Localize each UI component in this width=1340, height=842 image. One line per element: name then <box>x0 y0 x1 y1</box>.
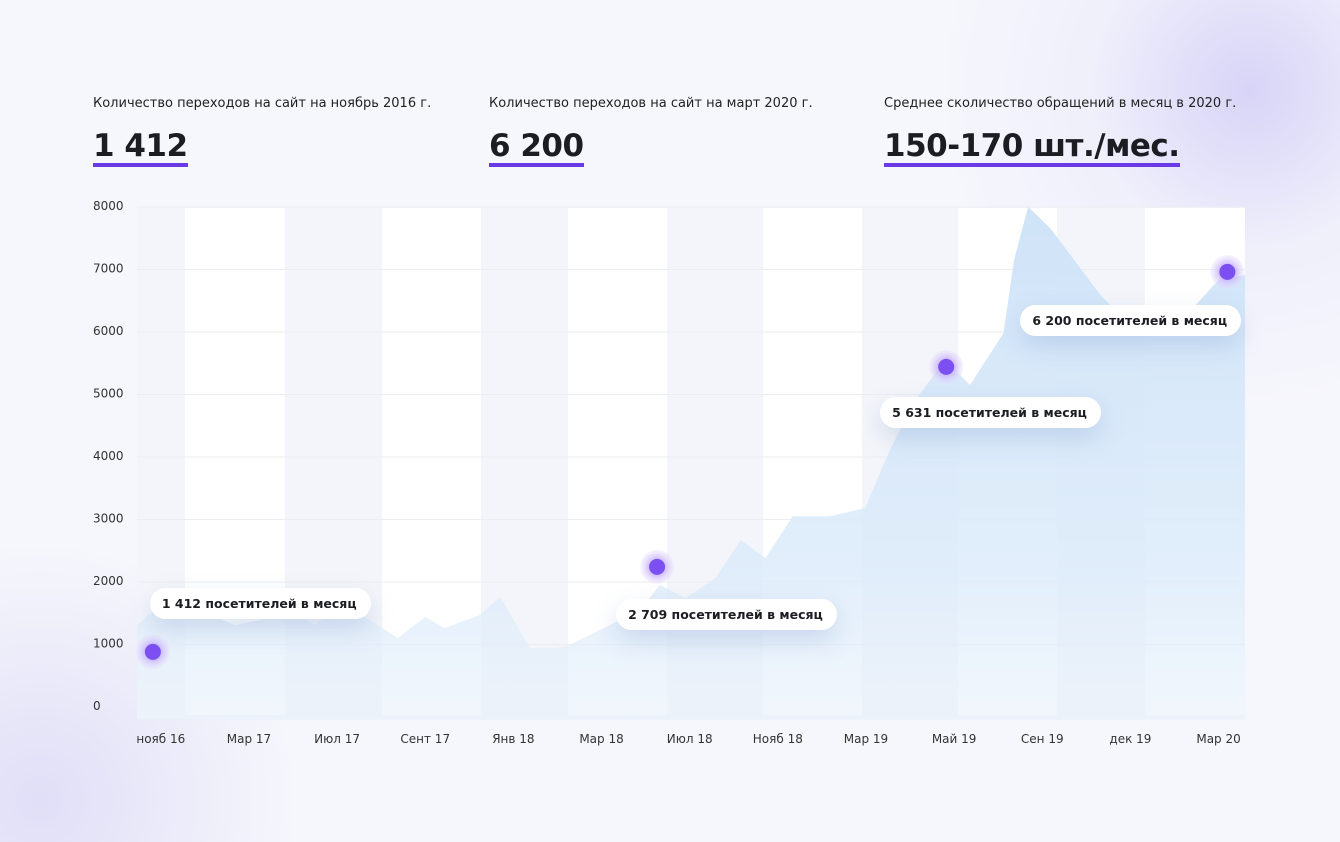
y-tick-label: 1000 <box>93 637 124 651</box>
stat-value: 6 200 <box>489 129 584 167</box>
data-point <box>649 558 666 575</box>
stat-requests-2020: Среднее сколичество обращений в месяц в … <box>884 96 1236 167</box>
y-tick-label: 5000 <box>93 387 124 401</box>
data-label: 2 709 посетителей в месяц <box>616 598 837 630</box>
stat-value: 150-170 шт./мес. <box>884 129 1180 167</box>
y-tick-label: 8000 <box>93 199 124 213</box>
data-point <box>1219 263 1236 280</box>
stat-caption: Количество переходов на сайт на ноябрь 2… <box>93 96 432 111</box>
y-tick-label: 3000 <box>93 512 124 526</box>
x-tick-label: нояб 16 <box>136 732 185 746</box>
stat-value: 1 412 <box>93 129 188 167</box>
x-tick-label: Мар 17 <box>227 732 271 746</box>
x-tick-label: Нояб 18 <box>753 732 803 746</box>
data-label: 5 631 посетителей в месяц <box>880 396 1101 428</box>
data-label: 6 200 посетителей в месяц <box>1020 304 1242 336</box>
x-tick-label: Июл 18 <box>667 732 713 746</box>
data-point <box>938 358 955 375</box>
x-tick-label: дек 19 <box>1109 732 1151 746</box>
stat-mar-2020: Количество переходов на сайт на март 202… <box>489 96 813 167</box>
x-tick-label: Мар 20 <box>1196 732 1240 746</box>
x-tick-label: Сен 19 <box>1021 732 1064 746</box>
x-tick-label: Мар 18 <box>579 732 623 746</box>
x-tick-label: Май 19 <box>932 732 977 746</box>
x-tick-label: Сент 17 <box>400 732 450 746</box>
stat-caption: Среднее сколичество обращений в месяц в … <box>884 96 1237 111</box>
stat-nov-2016: Количество переходов на сайт на ноябрь 2… <box>93 96 431 167</box>
x-tick-label: Июл 17 <box>314 732 360 746</box>
data-point <box>144 643 161 660</box>
x-tick-label: Янв 18 <box>492 732 534 746</box>
y-tick-label: 0 <box>93 699 101 713</box>
stat-caption: Количество переходов на сайт на март 202… <box>489 96 813 111</box>
x-tick-label: Мар 19 <box>844 732 888 746</box>
visitors-area <box>137 206 1245 720</box>
y-tick-label: 4000 <box>93 449 124 463</box>
y-tick-label: 7000 <box>93 262 124 276</box>
y-tick-label: 6000 <box>93 324 124 338</box>
y-tick-label: 2000 <box>93 574 124 588</box>
data-label: 1 412 посетителей в месяц <box>149 587 371 619</box>
